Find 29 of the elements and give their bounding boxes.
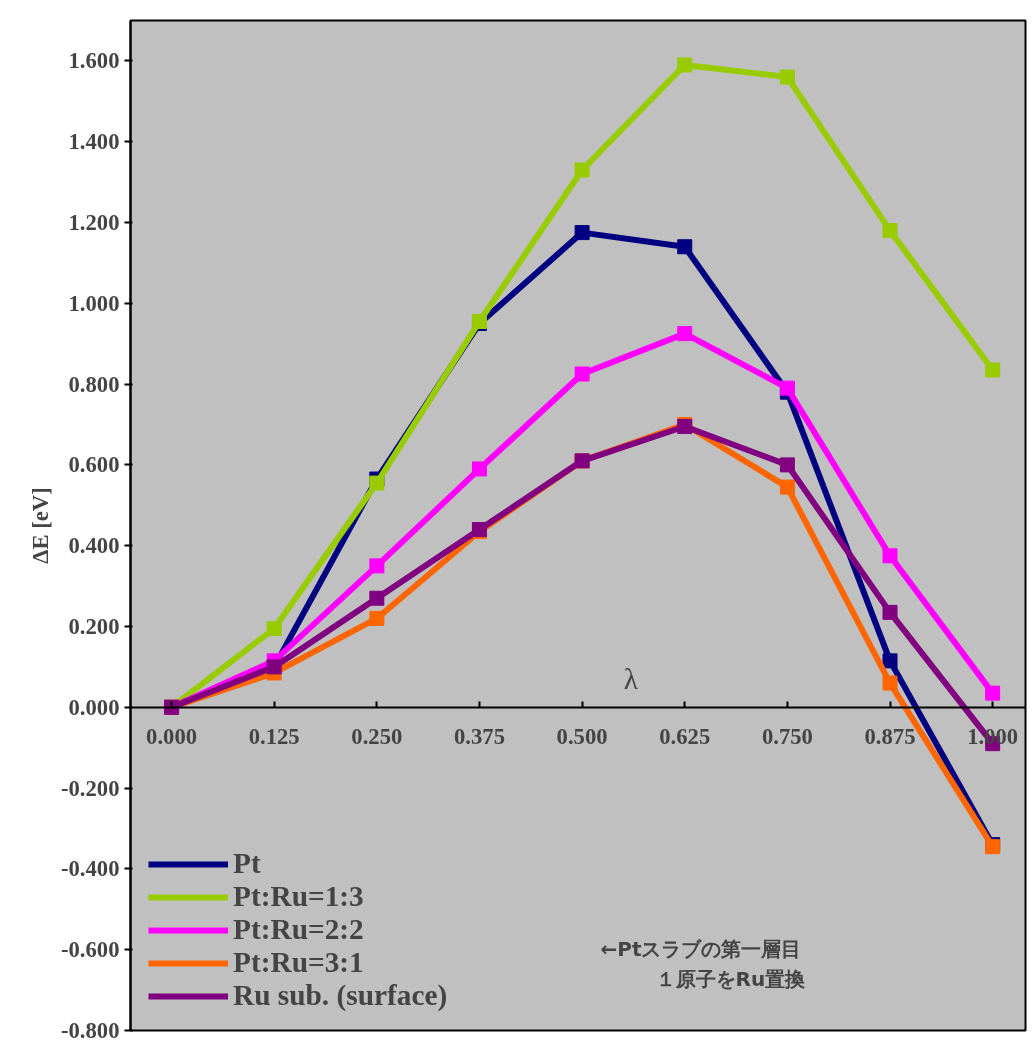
x-tick-label: 0.625 [659,724,711,750]
legend-label: Pt:Ru=3:1 [233,946,364,979]
y-tick-label: 1.000 [68,290,120,316]
y-tick-label: 1.600 [68,48,120,74]
y-tick-label: -0.200 [60,775,120,801]
y-tick-label: 0.600 [68,452,120,478]
y-tick-label: -0.800 [60,1018,120,1043]
x-tick-label: 0.375 [453,724,505,750]
y-tick-label: -0.400 [60,856,120,882]
y-tick-label: 0.200 [68,614,120,639]
legend-label: Pt [233,847,261,880]
x-tick-label: 0.500 [556,724,608,750]
x-tick-label: 0.875 [864,724,916,750]
y-tick-label: -0.600 [60,937,120,963]
x-tick-label: 0.125 [248,724,300,750]
y-tick-label: 1.200 [68,210,120,235]
x-axis-title: λ [623,663,639,696]
legend-label: Pt:Ru=2:2 [233,913,364,946]
y-axis-title: ΔE [eV] [27,487,53,564]
legend-label: Ru sub. (surface) [233,979,448,1012]
y-tick-label: 0.400 [68,533,120,559]
annotation: ←Ptスラブの第一層目１原子をRu置換 [600,936,807,991]
y-tick-label: 0.000 [68,694,120,720]
x-tick-label: 0.750 [761,724,813,750]
x-tick-label: 0.000 [146,724,198,750]
x-tick-label: 0.250 [351,724,403,750]
y-tick-label: 0.800 [68,371,120,397]
y-tick-label: 1.400 [68,129,120,155]
legend-label: Pt:Ru=1:3 [233,880,364,913]
